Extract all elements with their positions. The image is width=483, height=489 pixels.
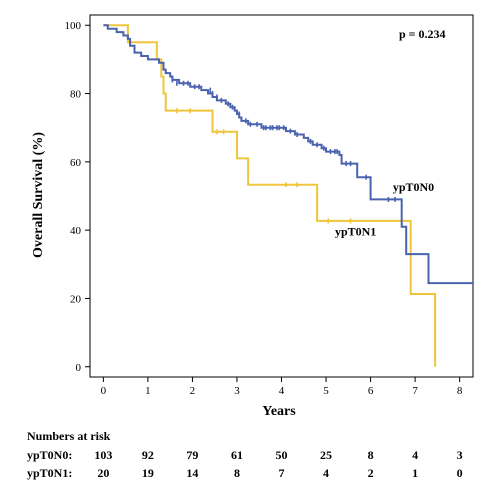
risk-value: 4 (412, 448, 418, 462)
curve-ypT0N0 (103, 24, 473, 285)
x-tick-label: 7 (412, 385, 418, 397)
risk-value: 4 (323, 466, 329, 480)
risk-table-title: Numbers at risk (27, 429, 111, 443)
y-tick-label: 80 (70, 89, 82, 101)
risk-row-label: ypT0N0: (27, 448, 72, 462)
series-label-ypT0N0: ypT0N0 (393, 180, 434, 194)
risk-value: 8 (234, 466, 240, 480)
x-tick-label: 2 (190, 385, 196, 397)
y-tick-label: 0 (76, 362, 82, 374)
risk-value: 8 (368, 448, 374, 462)
risk-value: 3 (457, 448, 463, 462)
censor-marks (171, 77, 396, 224)
risk-row-label: ypT0N1: (27, 466, 72, 480)
curve-ypT0N1 (103, 24, 437, 367)
y-tick-label: 20 (70, 293, 82, 305)
risk-value: 92 (142, 448, 154, 462)
risk-value: 20 (97, 466, 109, 480)
y-tick-label: 100 (65, 20, 82, 32)
plot-frame (89, 14, 474, 378)
x-tick-label: 3 (234, 385, 240, 397)
x-tick-label: 4 (279, 385, 285, 397)
x-tick-label: 0 (101, 385, 107, 397)
x-tick-label: 1 (145, 385, 151, 397)
p-value-annotation: p = 0.234 (399, 27, 446, 41)
risk-value: 2 (368, 466, 374, 480)
x-tick-label: 8 (457, 385, 463, 397)
survival-curves (103, 24, 473, 367)
y-tick-label: 40 (70, 225, 82, 237)
risk-value: 14 (186, 466, 198, 480)
series-labels: ypT0N0 ypT0N1 (335, 180, 434, 238)
risk-value: 61 (231, 448, 243, 462)
risk-value: 1 (412, 466, 418, 480)
series-label-ypT0N1: ypT0N1 (335, 224, 376, 238)
x-tick-label: 5 (323, 385, 329, 397)
risk-value: 19 (142, 466, 154, 480)
risk-value: 25 (320, 448, 332, 462)
x-axis-title: Years (262, 404, 296, 419)
risk-value: 0 (457, 466, 463, 480)
y-axis-title: Overall Survival (%) (31, 132, 46, 258)
risk-value: 50 (276, 448, 288, 462)
y-tick-label: 60 (70, 157, 82, 169)
x-tick-label: 6 (368, 385, 374, 397)
risk-value: 7 (279, 466, 285, 480)
risk-value: 103 (94, 448, 112, 462)
risk-value: 79 (186, 448, 198, 462)
